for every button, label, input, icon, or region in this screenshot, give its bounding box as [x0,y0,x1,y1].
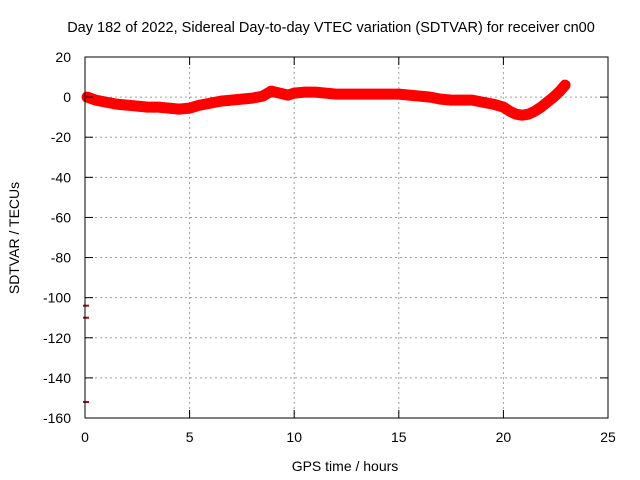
data-point [478,97,487,107]
y-tick-label: -140 [43,370,71,386]
data-point [560,80,570,90]
x-axis-label: GPS time / hours [292,458,399,474]
data-point [266,86,276,96]
data-point [404,90,414,100]
x-tick-label: 20 [496,429,512,445]
data-point [457,95,467,105]
data-point [549,92,559,102]
data-point [555,86,565,96]
data-point [164,103,174,113]
data-point [143,102,153,112]
y-tick-label: 20 [55,49,71,65]
data-point [383,89,393,99]
data-point [488,99,498,109]
data-point [321,88,331,98]
x-tick-label: 0 [81,429,89,445]
data-point [542,97,552,107]
data-point [258,91,268,101]
chart-title: Day 182 of 2022, Sidereal Day-to-day VTE… [67,20,595,36]
x-tick-label: 5 [186,429,194,445]
data-point [415,91,425,101]
y-tick-label: 0 [63,89,71,105]
y-tick-label: -20 [51,129,71,145]
x-tick-label: 15 [391,429,407,445]
data-point [153,102,163,112]
y-tick-label: -60 [51,209,71,225]
data-point [342,89,351,99]
data-point [436,94,446,104]
data-point [226,95,236,105]
data-point [91,95,100,105]
data-point [467,95,477,105]
data-series [81,79,571,403]
data-point [237,94,247,104]
data-point [111,99,121,109]
y-tick-label: -120 [43,330,71,346]
data-point [174,104,184,114]
data-point [195,100,205,110]
data-point [289,88,299,98]
data-point [362,89,372,99]
x-tick-label: 25 [600,429,616,445]
y-axis-label: SDTVAR / TECUs [6,182,22,294]
y-tick-label: -160 [43,410,71,426]
y-tick-label: -100 [43,290,71,306]
data-point [247,93,257,103]
data-point [275,88,285,98]
plot-frame [84,56,609,419]
data-point [373,89,383,99]
data-point [394,89,404,99]
x-tick-label: 10 [286,429,302,445]
axis-ticks: 20 0 -20 -40 -60 -80 -100 -120 -140 -160 0 5 10 15 20 2… [43,49,616,445]
data-point [310,87,320,97]
data-point [206,98,215,108]
data-point [101,97,111,107]
y-tick-label: -40 [51,169,71,185]
data-point [331,89,341,99]
data-point [216,96,226,106]
data-point [425,92,435,102]
data-point [446,95,456,105]
data-point [352,89,362,99]
data-point [185,103,195,113]
data-point [122,100,132,110]
data-point [132,101,142,111]
data-point [300,87,310,97]
y-tick-label: -80 [51,250,71,266]
data-point [536,102,546,112]
